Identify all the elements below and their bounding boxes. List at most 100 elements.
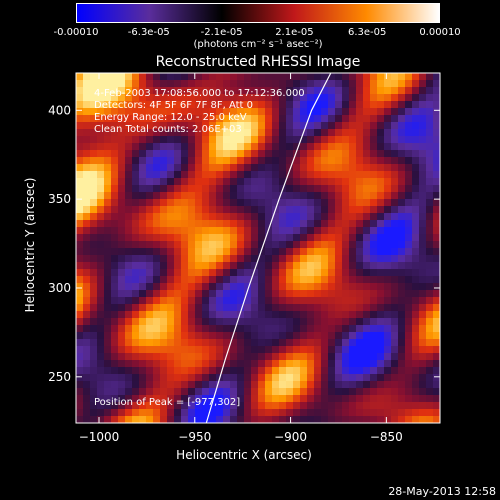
- heatmap-cell: [216, 213, 223, 220]
- heatmap-cell: [83, 248, 90, 255]
- heatmap-cell: [412, 199, 419, 206]
- heatmap-cell: [377, 311, 384, 318]
- heatmap-cell: [202, 206, 209, 213]
- heatmap-cell: [293, 339, 300, 346]
- heatmap-cell: [237, 388, 244, 395]
- heatmap-cell: [237, 262, 244, 269]
- heatmap-cell: [244, 129, 251, 136]
- heatmap-cell: [76, 325, 83, 332]
- heatmap-cell: [258, 73, 265, 80]
- heatmap-cell: [153, 199, 160, 206]
- heatmap-cell: [146, 339, 153, 346]
- heatmap-cell: [377, 353, 384, 360]
- heatmap-cell: [370, 115, 377, 122]
- heatmap-cell: [405, 283, 412, 290]
- heatmap-cell: [272, 115, 279, 122]
- heatmap-cell: [181, 297, 188, 304]
- heatmap-cell: [146, 220, 153, 227]
- heatmap-cell: [426, 346, 433, 353]
- heatmap-cell: [97, 171, 104, 178]
- heatmap-cell: [328, 311, 335, 318]
- heatmap-cell: [426, 73, 433, 80]
- heatmap-cell: [405, 353, 412, 360]
- heatmap-cell: [118, 318, 125, 325]
- heatmap-cell: [335, 262, 342, 269]
- heatmap-cell: [307, 346, 314, 353]
- heatmap-cell: [202, 269, 209, 276]
- heatmap-cell: [321, 213, 328, 220]
- heatmap-cell: [237, 367, 244, 374]
- heatmap-cell: [335, 136, 342, 143]
- heatmap-cell: [272, 248, 279, 255]
- heatmap-cell: [384, 346, 391, 353]
- heatmap-cell: [251, 80, 258, 87]
- heatmap-cell: [377, 325, 384, 332]
- heatmap-cell: [412, 164, 419, 171]
- heatmap-cell: [216, 325, 223, 332]
- heatmap-cell: [314, 136, 321, 143]
- heatmap-cell: [125, 73, 132, 80]
- heatmap-cell: [405, 262, 412, 269]
- heatmap-cell: [132, 171, 139, 178]
- heatmap-cell: [314, 304, 321, 311]
- heatmap-cell: [230, 311, 237, 318]
- heatmap-cell: [160, 311, 167, 318]
- heatmap-cell: [90, 276, 97, 283]
- heatmap-cell: [272, 346, 279, 353]
- heatmap-cell: [433, 283, 440, 290]
- heatmap-cell: [349, 150, 356, 157]
- heatmap-cell: [111, 115, 118, 122]
- heatmap-cell: [125, 150, 132, 157]
- heatmap-cell: [265, 185, 272, 192]
- heatmap-cell: [76, 129, 83, 136]
- heatmap-cell: [230, 416, 237, 423]
- heatmap-cell: [188, 353, 195, 360]
- heatmap-cell: [90, 374, 97, 381]
- heatmap-cell: [307, 150, 314, 157]
- heatmap-cell: [300, 234, 307, 241]
- heatmap-cell: [258, 402, 265, 409]
- heatmap-cell: [125, 332, 132, 339]
- heatmap-cell: [111, 304, 118, 311]
- heatmap-cell: [237, 122, 244, 129]
- heatmap-cell: [349, 297, 356, 304]
- heatmap-cell: [349, 255, 356, 262]
- heatmap-cell: [132, 304, 139, 311]
- heatmap-cell: [342, 311, 349, 318]
- heatmap-cell: [391, 269, 398, 276]
- heatmap-cell: [391, 262, 398, 269]
- heatmap-cell: [244, 360, 251, 367]
- heatmap-cell: [405, 115, 412, 122]
- heatmap-cell: [132, 353, 139, 360]
- heatmap-cell: [195, 304, 202, 311]
- heatmap-cell: [419, 87, 426, 94]
- heatmap-cell: [391, 290, 398, 297]
- heatmap-cell: [328, 269, 335, 276]
- heatmap-cell: [377, 80, 384, 87]
- heatmap-cell: [146, 353, 153, 360]
- heatmap-cell: [104, 87, 111, 94]
- heatmap-cell: [412, 157, 419, 164]
- heatmap-cell: [167, 416, 174, 423]
- heatmap-cell: [237, 108, 244, 115]
- heatmap-cell: [195, 283, 202, 290]
- heatmap-cell: [349, 402, 356, 409]
- heatmap-cell: [251, 129, 258, 136]
- heatmap-cell: [328, 304, 335, 311]
- heatmap-cell: [83, 129, 90, 136]
- heatmap-cell: [195, 199, 202, 206]
- heatmap-cell: [251, 332, 258, 339]
- heatmap-cell: [370, 374, 377, 381]
- heatmap-cell: [223, 227, 230, 234]
- heatmap-cell: [265, 199, 272, 206]
- heatmap-cell: [153, 339, 160, 346]
- heatmap-cell: [391, 255, 398, 262]
- heatmap-cell: [293, 318, 300, 325]
- heatmap-cell: [286, 115, 293, 122]
- heatmap-cell: [202, 381, 209, 388]
- heatmap-cell: [251, 255, 258, 262]
- heatmap-cell: [412, 220, 419, 227]
- heatmap-cell: [181, 262, 188, 269]
- heatmap-cell: [377, 122, 384, 129]
- heatmap-cell: [160, 199, 167, 206]
